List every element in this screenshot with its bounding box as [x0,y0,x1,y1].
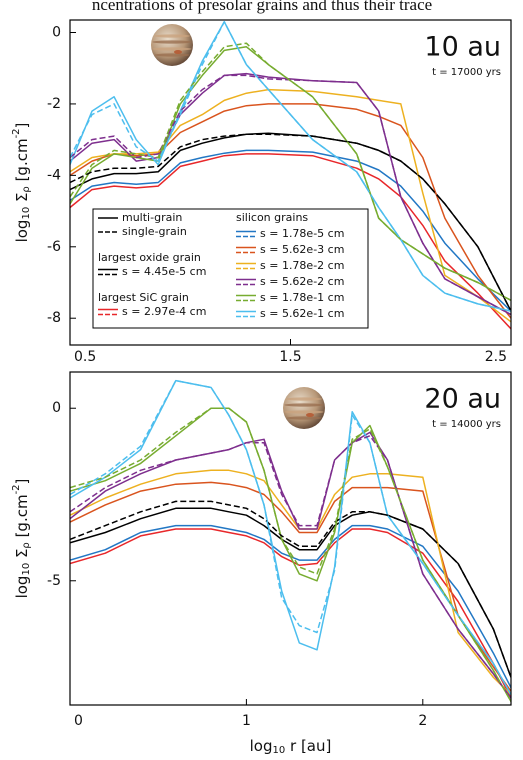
legend-label: s = 2.97e-4 cm [122,305,206,318]
y-tick-label: -5 [47,573,61,589]
planet-band [152,40,192,44]
x-axis-label-part: r [au] [285,737,331,755]
y-axis-label-part: Σ [13,193,31,207]
x-tick-label: 1.5 [279,349,301,365]
planet-band [154,34,190,38]
planet-band [284,410,324,414]
y-axis-label-part: 10 [21,207,32,220]
legend-label: s = 5.62e-3 cm [260,243,344,256]
y-tick-label: 0 [52,25,61,41]
y-tick-label: -6 [47,239,61,255]
legend-group-title: largest SiC grain [98,291,189,304]
series-line [70,481,511,692]
series-line-dashed [70,379,511,695]
planet-icon [283,387,325,429]
y-axis-label-part: 10 [21,563,32,576]
series-line [70,507,511,678]
series-group [70,21,511,330]
legend-group-title: largest oxide grain [98,251,201,264]
y-tick-label: -4 [47,167,61,183]
y-tick-label: -8 [47,310,61,326]
legend-label: s = 1.78e-2 cm [260,259,344,272]
y-axis-label-part: -2 [11,484,22,494]
series-line-dashed [70,42,511,302]
planet-band [152,47,192,51]
y-axis-label-part: Σ [13,549,31,563]
series-line-dashed [70,133,511,312]
y-axis-label-part: [g.cm [13,138,31,186]
planet-icon [151,24,193,66]
planet [151,24,193,66]
x-axis-label-part: log [250,737,273,755]
series-line [70,528,511,699]
series-line [70,103,511,319]
y-axis-label: log10 Σρ [g.cm-2] [11,479,32,599]
legend-label: s = 5.62e-1 cm [260,307,344,320]
y-tick-label: -2 [47,96,61,112]
series-line-dashed [70,21,511,312]
legend-label: multi-grain [122,211,182,224]
series-line [70,149,511,312]
series-line [70,524,511,689]
legend-label: s = 1.78e-1 cm [260,291,344,304]
series-line-dashed [70,500,511,678]
legend-box [92,208,369,329]
planet-spot [306,413,314,417]
plot-frame [69,371,512,706]
planet-spot [174,50,182,54]
x-axis-label: log10 r [au] [250,737,332,757]
panel-label: 20 au [424,384,501,415]
legend-label: single-grain [122,225,187,238]
planet-band [154,53,190,57]
time-label: t = 17000 yrs [432,67,501,78]
y-tick-label: 0 [52,400,61,416]
y-axis-label-part: ] [13,123,31,129]
y-axis-label-part: [g.cm [13,494,31,542]
x-tick-label: 2.5 [485,349,507,365]
planet-band [286,397,322,401]
x-tick-label: 2 [418,713,427,729]
x-axis-label-part: 10 [273,745,286,756]
x-tick-label: 0 [74,713,83,729]
panel-label: 10 au [424,32,501,63]
y-axis-label-part: ] [13,479,31,485]
legend-label: s = 5.62e-2 cm [260,275,344,288]
planet-band [286,416,322,420]
planet [283,387,325,429]
series-line [70,153,511,330]
y-axis-label-part: log [13,576,31,599]
y-axis-label-part: log [13,220,31,243]
y-axis-label: log10 Σρ [g.cm-2] [11,123,32,243]
series-group [70,379,511,702]
y-axis-label-part: ρ [21,542,32,548]
y-axis-label-part: ρ [21,186,32,192]
legend-label: s = 1.78e-5 cm [260,227,344,240]
caption-fragment: ncentrations of presolar grains and thus… [92,0,432,14]
x-tick-label: 1 [242,713,251,729]
series-line-dashed [70,407,511,702]
series-line-dashed [70,435,511,699]
legend-group-title: silicon grains [236,211,308,224]
planet-band [284,403,324,407]
y-axis-label-part: -2 [11,128,22,138]
legend-label: s = 4.45e-5 cm [122,265,206,278]
x-tick-label: 0.5 [74,349,96,365]
time-label: t = 14000 yrs [432,419,501,430]
